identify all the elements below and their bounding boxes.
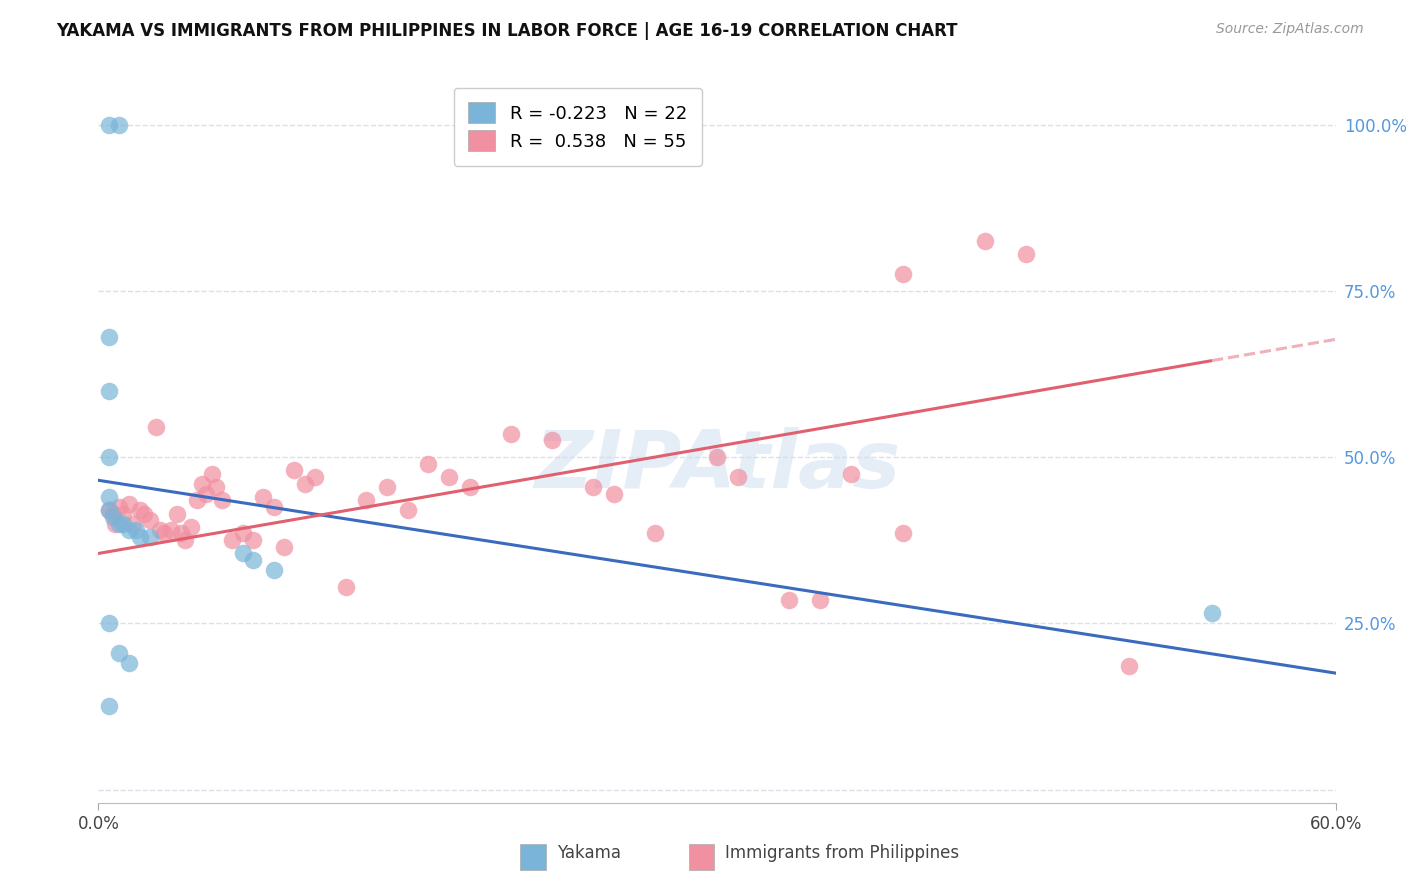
- Point: [145, 420, 167, 434]
- Point: [122, 516, 145, 531]
- Point: [190, 476, 212, 491]
- Point: [174, 533, 197, 548]
- Point: [304, 470, 326, 484]
- Point: [97, 450, 120, 464]
- Point: [118, 497, 141, 511]
- Point: [149, 523, 172, 537]
- Point: [108, 516, 131, 531]
- Point: [1201, 607, 1223, 621]
- Point: [139, 530, 162, 544]
- Point: [194, 486, 217, 500]
- Point: [1118, 659, 1140, 673]
- Point: [159, 523, 181, 537]
- Point: [242, 533, 264, 548]
- Point: [97, 490, 120, 504]
- Text: Source: ZipAtlas.com: Source: ZipAtlas.com: [1216, 22, 1364, 37]
- Point: [242, 553, 264, 567]
- Point: [118, 523, 141, 537]
- Point: [186, 493, 208, 508]
- Point: [263, 563, 285, 577]
- Legend: R = -0.223   N = 22, R =  0.538   N = 55: R = -0.223 N = 22, R = 0.538 N = 55: [454, 87, 702, 166]
- Point: [112, 507, 135, 521]
- Point: [273, 540, 295, 554]
- Point: [458, 480, 481, 494]
- Point: [232, 526, 254, 541]
- Point: [108, 118, 131, 132]
- Point: [153, 526, 176, 541]
- Point: [603, 486, 626, 500]
- Point: [108, 646, 131, 660]
- Point: [108, 500, 131, 514]
- Point: [112, 516, 135, 531]
- Point: [97, 699, 120, 714]
- Point: [541, 434, 564, 448]
- Point: [201, 467, 224, 481]
- Point: [166, 507, 188, 521]
- Point: [139, 513, 162, 527]
- Point: [205, 480, 228, 494]
- Point: [180, 520, 202, 534]
- Point: [808, 593, 831, 607]
- Point: [375, 480, 398, 494]
- Point: [170, 526, 193, 541]
- Point: [437, 470, 460, 484]
- Point: [128, 530, 150, 544]
- Point: [97, 384, 120, 398]
- Point: [118, 656, 141, 670]
- Point: [644, 526, 666, 541]
- Point: [582, 480, 605, 494]
- Point: [97, 330, 120, 344]
- Point: [499, 426, 522, 441]
- Point: [335, 580, 357, 594]
- Point: [263, 500, 285, 514]
- Text: YAKAMA VS IMMIGRANTS FROM PHILIPPINES IN LABOR FORCE | AGE 16-19 CORRELATION CHA: YAKAMA VS IMMIGRANTS FROM PHILIPPINES IN…: [56, 22, 957, 40]
- Point: [356, 493, 378, 508]
- Point: [97, 118, 120, 132]
- Point: [778, 593, 800, 607]
- Point: [132, 507, 155, 521]
- Point: [294, 476, 316, 491]
- Point: [891, 526, 914, 541]
- Point: [418, 457, 440, 471]
- Point: [252, 490, 274, 504]
- Point: [1015, 247, 1038, 261]
- Point: [97, 503, 120, 517]
- Point: [396, 503, 419, 517]
- Point: [706, 450, 728, 464]
- Point: [839, 467, 862, 481]
- Point: [727, 470, 749, 484]
- Point: [221, 533, 243, 548]
- Point: [101, 507, 124, 521]
- Point: [104, 516, 127, 531]
- Text: Immigrants from Philippines: Immigrants from Philippines: [725, 844, 960, 862]
- Point: [974, 234, 997, 248]
- Point: [97, 616, 120, 631]
- Point: [232, 546, 254, 560]
- Point: [128, 503, 150, 517]
- Point: [124, 523, 146, 537]
- Text: Yakama: Yakama: [557, 844, 621, 862]
- Text: ZIPAtlas: ZIPAtlas: [534, 427, 900, 506]
- Point: [97, 503, 120, 517]
- Point: [283, 463, 305, 477]
- Point: [891, 267, 914, 281]
- Point: [211, 493, 233, 508]
- Point: [101, 509, 124, 524]
